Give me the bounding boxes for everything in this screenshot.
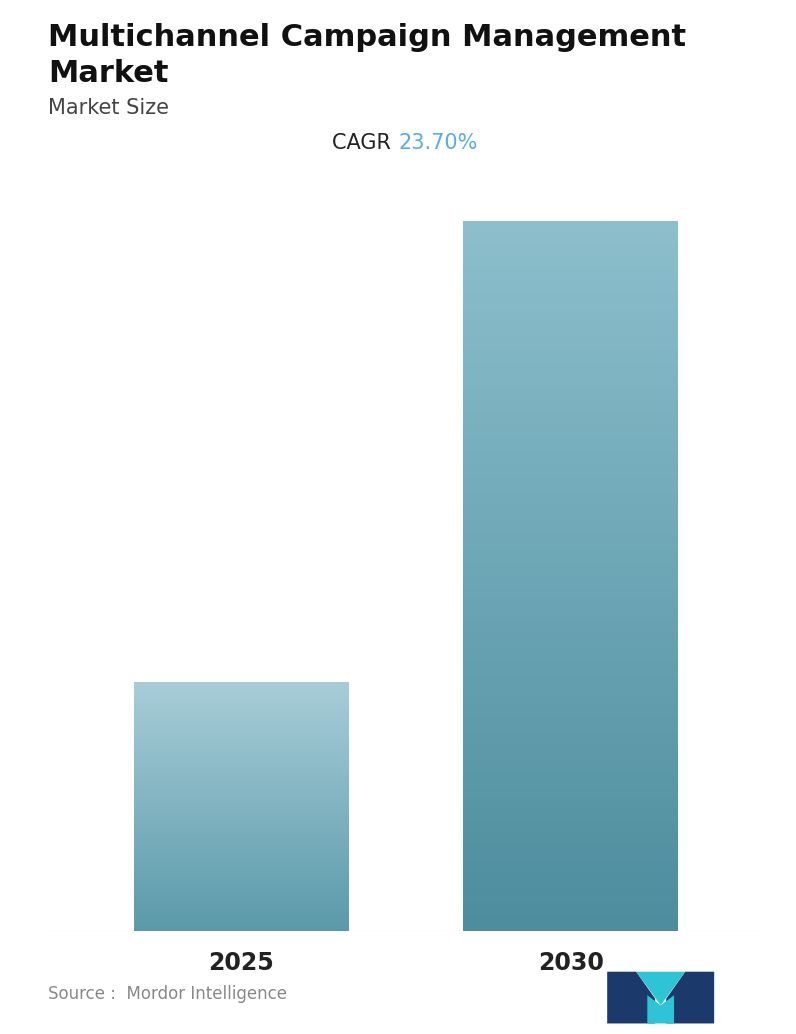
Text: Multichannel Campaign Management: Multichannel Campaign Management xyxy=(48,23,686,52)
Polygon shape xyxy=(647,995,674,1024)
Polygon shape xyxy=(666,972,714,1024)
Text: Market Size: Market Size xyxy=(48,98,169,118)
Text: Market: Market xyxy=(48,59,168,88)
Text: CAGR: CAGR xyxy=(333,132,398,153)
Text: Source :  Mordor Intelligence: Source : Mordor Intelligence xyxy=(48,985,287,1003)
Text: 23.70%: 23.70% xyxy=(398,132,478,153)
Polygon shape xyxy=(607,972,655,1024)
Polygon shape xyxy=(636,972,685,1005)
